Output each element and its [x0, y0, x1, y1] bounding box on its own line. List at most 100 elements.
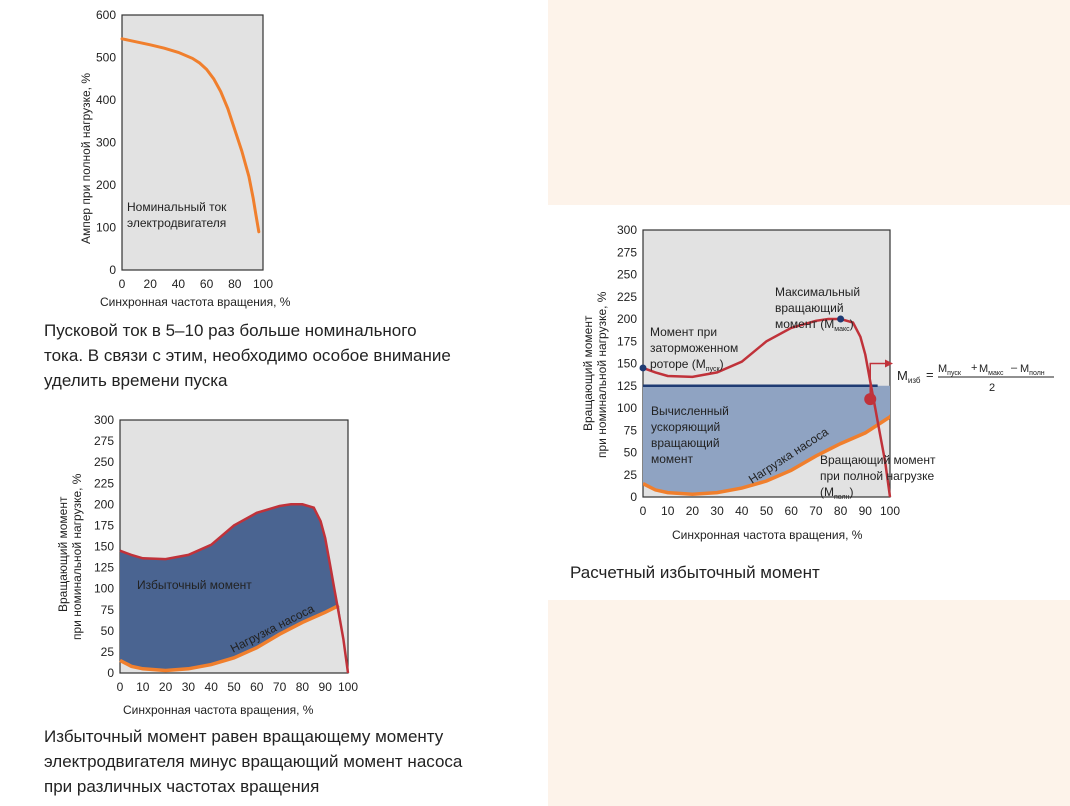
c3-x-tick-2: 20: [686, 504, 700, 518]
c3-pointer-line: [869, 362, 885, 400]
c3-y-tick-4: 100: [617, 401, 637, 415]
c3-x-tick-9: 90: [859, 504, 873, 518]
c2-fill-label: Избыточный момент: [137, 578, 252, 592]
c1-x-tick-0: 0: [119, 277, 126, 291]
c2-y-tick-10: 250: [94, 455, 114, 469]
c1-y-tick-2: 200: [96, 178, 116, 192]
c2-x-tick-2: 20: [159, 680, 173, 694]
c1-plot-area: [121, 14, 264, 271]
c1-y-tick-5: 500: [96, 51, 116, 65]
c3-y-axis-label-2: при номинальной нагрузке, %: [595, 291, 609, 458]
c1-annotation-line-1: Номинальный ток: [127, 200, 227, 214]
c3-x-tick-4: 40: [735, 504, 749, 518]
c2-x-tick-10: 100: [338, 680, 358, 694]
c3-y-tick-7: 175: [617, 334, 637, 348]
c2-x-tick-5: 50: [227, 680, 241, 694]
c2-y-tick-0: 0: [107, 666, 114, 680]
c3-y-tick-5: 125: [617, 379, 637, 393]
c3-locked-label-line-3: роторе (Mпуск): [650, 357, 724, 373]
c2-y-axis-label-1: Вращающий момент: [56, 496, 70, 612]
c1-y-tick-3: 300: [96, 136, 116, 150]
c2-y-tick-12: 300: [94, 413, 114, 427]
c1-y-tick-4: 400: [96, 93, 116, 107]
c1-x-axis-label: Синхронная частота вращения, %: [100, 295, 291, 309]
caption-right: Расчетный избыточный момент: [570, 560, 820, 585]
c1-x-tick-4: 80: [228, 277, 242, 291]
c3-formula-den: 2: [989, 382, 995, 394]
caption-top-left-line-3: уделить времени пуска: [44, 371, 228, 390]
caption-bottom-left-line-2: электродвигателя минус вращающий момент …: [44, 752, 463, 771]
c3-x-tick-10: 100: [880, 504, 900, 518]
c2-y-tick-11: 275: [94, 434, 114, 448]
c2-y-tick-4: 100: [94, 582, 114, 596]
c2-x-axis-label: Синхронная частота вращения, %: [123, 703, 314, 717]
c3-y-tick-9: 225: [617, 290, 637, 304]
c3-formula-lhs: Mизб: [897, 368, 921, 385]
c2-x-tick-3: 30: [182, 680, 196, 694]
c3-formula-plus: +: [971, 362, 977, 374]
c2-y-tick-2: 50: [101, 624, 115, 638]
c3-x-tick-3: 30: [710, 504, 724, 518]
c3-y-tick-12: 300: [617, 223, 637, 237]
c1-x-tick-3: 60: [200, 277, 214, 291]
c3-x-axis-label: Синхронная частота вращения, %: [672, 528, 863, 542]
caption-top-left: Пусковой ток в 5–10 раз больше номинальн…: [44, 318, 451, 393]
c2-x-tick-6: 60: [250, 680, 264, 694]
c2-y-tick-5: 125: [94, 561, 114, 575]
c3-formula-minus: –: [1011, 362, 1018, 374]
c1-annotation-line-2: электродвигателя: [127, 216, 226, 230]
caption-right-text: Расчетный избыточный момент: [570, 563, 820, 582]
c3-pointer-arrowhead: [885, 359, 893, 368]
c2-y-tick-7: 175: [94, 518, 114, 532]
c3-max-label-line-2: вращающий: [775, 301, 844, 315]
c1-y-tick-0: 0: [109, 263, 116, 277]
c2-y-tick-1: 25: [101, 645, 115, 659]
caption-bottom-left: Избыточный момент равен вращающему момен…: [44, 724, 462, 799]
c3-locked-rotor-point: [639, 364, 647, 372]
c3-acceleration-area: [643, 385, 890, 495]
c2-series-pump-load: [119, 603, 340, 673]
c2-x-tick-8: 80: [296, 680, 310, 694]
c2-y-tick-3: 75: [101, 603, 115, 617]
c1-x-tick-5: 100: [253, 277, 273, 291]
c3-formula-eq: =: [926, 367, 934, 382]
caption-bottom-left-line-1: Избыточный момент равен вращающему момен…: [44, 727, 444, 746]
c1-y-axis-label: Ампер при полной нагрузке, %: [79, 73, 93, 244]
c1-y-tick-1: 100: [96, 221, 116, 235]
c2-y-tick-6: 150: [94, 540, 114, 554]
c2-series-motor-torque: [119, 503, 350, 674]
c3-locked-label-line-1: Момент при: [650, 325, 717, 339]
c2-x-tick-1: 10: [136, 680, 150, 694]
c3-max-torque-point: [837, 315, 845, 323]
c3-full-label-line-2: при полной нагрузке: [820, 469, 935, 483]
c1-series-current: [120, 37, 261, 234]
c3-series-pump-load: [643, 414, 890, 497]
c3-accel-label-line-2: ускоряющий: [651, 420, 720, 434]
c3-max-label-line-1: Максимальный: [775, 285, 860, 299]
c3-y-tick-10: 250: [617, 268, 637, 282]
c3-x-tick-6: 60: [785, 504, 799, 518]
c3-max-label-line-3: момент (Mмакс): [775, 317, 854, 333]
c2-x-tick-0: 0: [117, 680, 124, 694]
c3-accel-label-line-1: Вычисленный: [651, 404, 729, 418]
c3-full-label-line-1: Вращающий момент: [820, 453, 936, 467]
c2-excess-torque-area: [120, 504, 348, 673]
caption-top-left-line-2: тока. В связи с этим, необходимо особое …: [44, 346, 451, 365]
c3-y-tick-2: 50: [624, 446, 638, 460]
c1-x-tick-2: 40: [172, 277, 186, 291]
caption-bottom-left-line-3: при различных частотах вращения: [44, 777, 320, 796]
c3-formula-num-a: Mпуск: [938, 363, 962, 377]
c2-x-tick-9: 90: [319, 680, 333, 694]
c3-x-tick-8: 80: [834, 504, 848, 518]
c3-y-tick-3: 75: [624, 423, 638, 437]
c3-x-tick-7: 70: [809, 504, 823, 518]
c3-x-tick-1: 10: [661, 504, 675, 518]
c3-accel-label-line-4: момент: [651, 452, 693, 466]
c3-y-tick-11: 275: [617, 245, 637, 259]
c3-series-motor-torque: [642, 317, 892, 498]
c3-locked-label-line-2: заторможенном: [650, 341, 738, 355]
c3-formula-num-b: Mмакс: [979, 363, 1004, 377]
c3-y-tick-0: 0: [630, 490, 637, 504]
c2-x-tick-4: 40: [205, 680, 219, 694]
